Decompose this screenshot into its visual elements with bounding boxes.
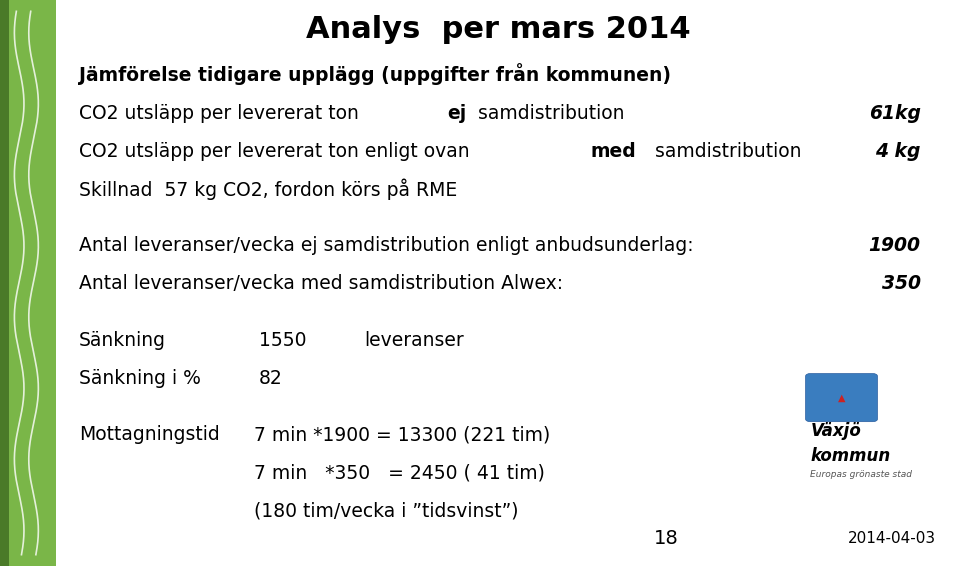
Bar	[0, 0, 9, 566]
Text: 1900: 1900	[869, 236, 921, 255]
Text: Antal leveranser/vecka ej samdistribution enligt anbudsunderlag:: Antal leveranser/vecka ej samdistributio…	[79, 236, 699, 255]
Text: Analys  per mars 2014: Analys per mars 2014	[306, 15, 691, 44]
Text: Sänkning: Sänkning	[79, 331, 166, 350]
Text: leveranser: leveranser	[364, 331, 464, 350]
Text: med: med	[591, 142, 636, 161]
Text: ▲: ▲	[838, 392, 846, 402]
Text: 7 min *1900 = 13300 (221 tim): 7 min *1900 = 13300 (221 tim)	[254, 425, 550, 444]
Text: Växjö: Växjö	[810, 422, 861, 440]
Text: kommun: kommun	[810, 447, 891, 465]
Text: Mottagningstid: Mottagningstid	[79, 425, 220, 444]
Text: samdistribution: samdistribution	[649, 142, 802, 161]
Text: Skillnad  57 kg CO2, fordon körs på RME: Skillnad 57 kg CO2, fordon körs på RME	[79, 178, 456, 200]
Text: (180 tim/vecka i ”tidsvinst”): (180 tim/vecka i ”tidsvinst”)	[254, 501, 519, 520]
FancyBboxPatch shape	[806, 374, 877, 422]
Text: 2014-04-03: 2014-04-03	[848, 531, 936, 546]
Text: 350: 350	[881, 274, 921, 293]
Text: samdistribution: samdistribution	[473, 104, 625, 123]
Text: CO2 utsläpp per levererat ton: CO2 utsläpp per levererat ton	[79, 104, 364, 123]
Text: Jämförelse tidigare upplägg (uppgifter från kommunen): Jämförelse tidigare upplägg (uppgifter f…	[79, 63, 670, 84]
Bar	[0, 0, 56, 566]
Text: 1550: 1550	[259, 331, 307, 350]
Text: ej: ej	[448, 104, 467, 123]
Text: Sänkning i %: Sänkning i %	[79, 368, 200, 388]
Text: 4 kg: 4 kg	[876, 142, 921, 161]
Text: Antal leveranser/vecka med samdistribution Alwex:: Antal leveranser/vecka med samdistributi…	[79, 274, 563, 293]
Text: 61kg: 61kg	[869, 104, 921, 123]
Text: 7 min   *350   = 2450 ( 41 tim): 7 min *350 = 2450 ( 41 tim)	[254, 463, 545, 482]
Text: 82: 82	[259, 368, 283, 388]
Text: Europas grönaste stad: Europas grönaste stad	[810, 470, 912, 479]
Text: 18: 18	[654, 529, 679, 548]
Text: CO2 utsläpp per levererat ton enligt ovan: CO2 utsläpp per levererat ton enligt ova…	[79, 142, 476, 161]
